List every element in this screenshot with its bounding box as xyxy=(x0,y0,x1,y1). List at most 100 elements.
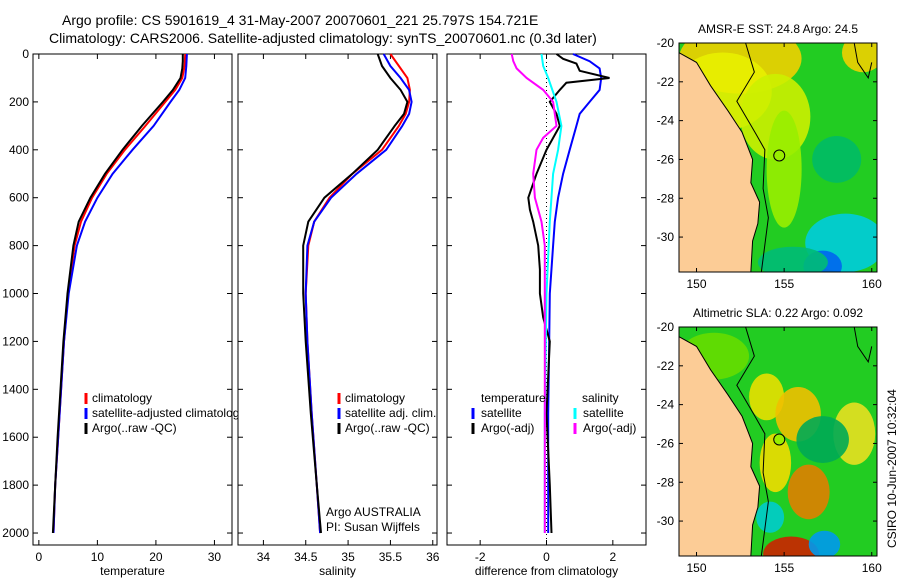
annotation-pi: PI: Susan Wijffels xyxy=(326,520,420,534)
sla-map-frame xyxy=(678,326,878,557)
bathymetry-contour xyxy=(736,327,769,556)
legend-label: Argo(..raw -QC) xyxy=(92,421,177,435)
field-anomaly-patch xyxy=(759,433,792,493)
figure-title-line2: Climatology: CARS2006. Satellite-adjuste… xyxy=(49,30,597,46)
x-tick-label: 30 xyxy=(208,550,222,564)
salinity-x-axis-label: salinity xyxy=(319,564,356,578)
salinity-plot-frame xyxy=(237,53,438,546)
y-tick-label: -28 xyxy=(657,191,675,205)
x-tick-label: 34 xyxy=(257,550,271,564)
x-tick-label: 150 xyxy=(687,277,707,291)
annotation-institution: Argo AUSTRALIA xyxy=(326,505,421,519)
y-tick-label: -22 xyxy=(657,359,675,373)
legend-label: satellite adj. clim. xyxy=(345,406,436,420)
y-tick-label: -30 xyxy=(657,230,675,244)
y-tick-label: -20 xyxy=(657,320,675,334)
series-line-salinity-argo-adj- xyxy=(510,53,558,533)
y-tick-label: 2000 xyxy=(2,526,29,540)
y-tick-label: -26 xyxy=(657,436,675,450)
footer-credit: CSIRO 10-Jun-2007 10:32:04 xyxy=(885,389,899,548)
field-anomaly-patch xyxy=(787,464,830,520)
x-tick-label: -2 xyxy=(475,550,486,564)
field-anomaly-patch xyxy=(812,136,862,183)
field-anomaly-patch xyxy=(756,501,785,533)
field-anomaly-patch xyxy=(808,530,841,556)
legend-label: Argo(-adj) xyxy=(481,421,534,435)
y-tick-label: -24 xyxy=(657,398,675,412)
x-tick-label: 35 xyxy=(341,550,355,564)
x-tick-label: 36 xyxy=(426,550,440,564)
figure-title-line1: Argo profile: CS 5901619_4 31-May-2007 2… xyxy=(62,12,538,28)
field-anomaly-patch xyxy=(796,416,849,463)
sst-map-frame xyxy=(678,42,878,273)
bathymetry-contour xyxy=(853,43,873,80)
x-tick-label: 10 xyxy=(91,550,105,564)
sla-map-field xyxy=(679,327,877,556)
y-tick-label: -26 xyxy=(657,152,675,166)
y-tick-label: 1000 xyxy=(2,287,29,301)
y-tick-label: -24 xyxy=(657,114,675,128)
x-tick-label: 155 xyxy=(774,277,794,291)
temperature-x-axis-label: temperature xyxy=(100,564,165,578)
series-line-satellite-adj-clim- xyxy=(304,53,413,534)
field-anomaly-patch xyxy=(841,43,877,73)
y-tick-label: -20 xyxy=(657,36,675,50)
y-tick-label: -28 xyxy=(657,475,675,489)
argo-float-marker xyxy=(773,149,786,162)
x-tick-label: 2 xyxy=(609,550,616,564)
series-line-argo-raw-qc- xyxy=(51,54,184,534)
series-line-salinity-satellite xyxy=(540,53,563,533)
x-tick-label: 35.5 xyxy=(379,550,403,564)
y-tick-label: 400 xyxy=(9,143,29,157)
x-tick-label: 160 xyxy=(862,561,882,575)
field-anomaly-patch xyxy=(757,246,828,272)
x-tick-label: 155 xyxy=(774,561,794,575)
legend-title-temperature: temperature xyxy=(481,391,546,405)
x-tick-label: 0 xyxy=(36,550,43,564)
y-tick-label: 600 xyxy=(9,191,29,205)
legend-title-salinity: salinity xyxy=(582,391,619,405)
legend-label: Argo(-adj) xyxy=(583,421,636,435)
temperature-plot-frame xyxy=(32,53,233,546)
y-tick-label: 0 xyxy=(22,47,29,61)
sst-map-panel: AMSR-E SST: 24.8 Argo: 24.5 150 155 160 -20 -… xyxy=(657,22,882,291)
x-tick-label: 150 xyxy=(687,561,707,575)
sla-map-title: Altimetric SLA: 0.22 Argo: 0.092 xyxy=(693,306,863,320)
sla-map-panel: Altimetric SLA: 0.22 Argo: 0.092 150 155 16… xyxy=(657,306,882,575)
y-tick-label: 800 xyxy=(9,239,29,253)
land-australia xyxy=(679,336,761,556)
x-tick-label: 20 xyxy=(149,550,163,564)
salinity-panel: 34 34.5 35 35.5 36 salinity climatologysatelli… xyxy=(237,53,440,578)
bathymetry-contour xyxy=(853,327,873,364)
legend-label: Argo(..raw -QC) xyxy=(345,421,430,435)
legend-label: satellite xyxy=(583,406,624,420)
sst-map-field xyxy=(679,43,877,272)
y-tick-label: 1600 xyxy=(2,430,29,444)
field-anomaly-patch xyxy=(749,373,785,421)
x-tick-label: 0 xyxy=(543,550,550,564)
legend-label: climatology xyxy=(92,391,152,405)
y-tick-label: 1800 xyxy=(2,478,29,492)
y-tick-label: 1400 xyxy=(2,382,29,396)
legend-label: satellite xyxy=(481,406,522,420)
series-line-argo-raw-qc- xyxy=(302,53,409,534)
y-tick-label: -30 xyxy=(657,514,675,528)
legend-label: satellite-adjusted climatology xyxy=(92,406,245,420)
field-anomaly-patch xyxy=(766,110,802,228)
legend-label: climatology xyxy=(345,391,405,405)
difference-x-axis-label: difference from climatology xyxy=(475,564,618,578)
y-tick-label: 1200 xyxy=(2,334,29,348)
y-tick-label: -22 xyxy=(657,75,675,89)
field-anomaly-patch xyxy=(763,536,820,556)
series-line-temperature-satellite xyxy=(547,53,603,533)
sst-map-title: AMSR-E SST: 24.8 Argo: 24.5 xyxy=(698,22,858,36)
x-tick-label: 34.5 xyxy=(294,550,318,564)
y-tick-label: 200 xyxy=(9,95,29,109)
temperature-panel: 0 10 20 30 0 200 400 600 800 1000 1200 1400 1600 1800… xyxy=(2,47,245,578)
land-australia xyxy=(679,52,761,272)
bathymetry-contour xyxy=(736,43,769,272)
x-tick-label: 160 xyxy=(862,277,882,291)
argo-float-marker xyxy=(773,433,786,446)
